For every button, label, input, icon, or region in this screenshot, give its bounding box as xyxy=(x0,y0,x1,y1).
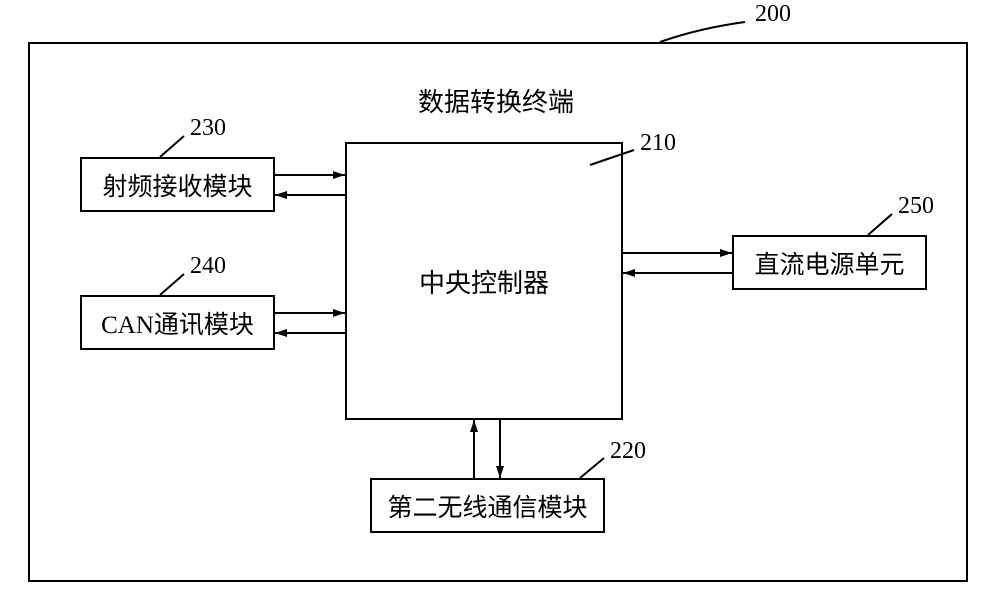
reference-leader-lines xyxy=(0,0,1000,616)
diagram-canvas: 数据转换终端 中央控制器 射频接收模块 CAN通讯模块 第二无线通信模块 直流电… xyxy=(0,0,1000,616)
